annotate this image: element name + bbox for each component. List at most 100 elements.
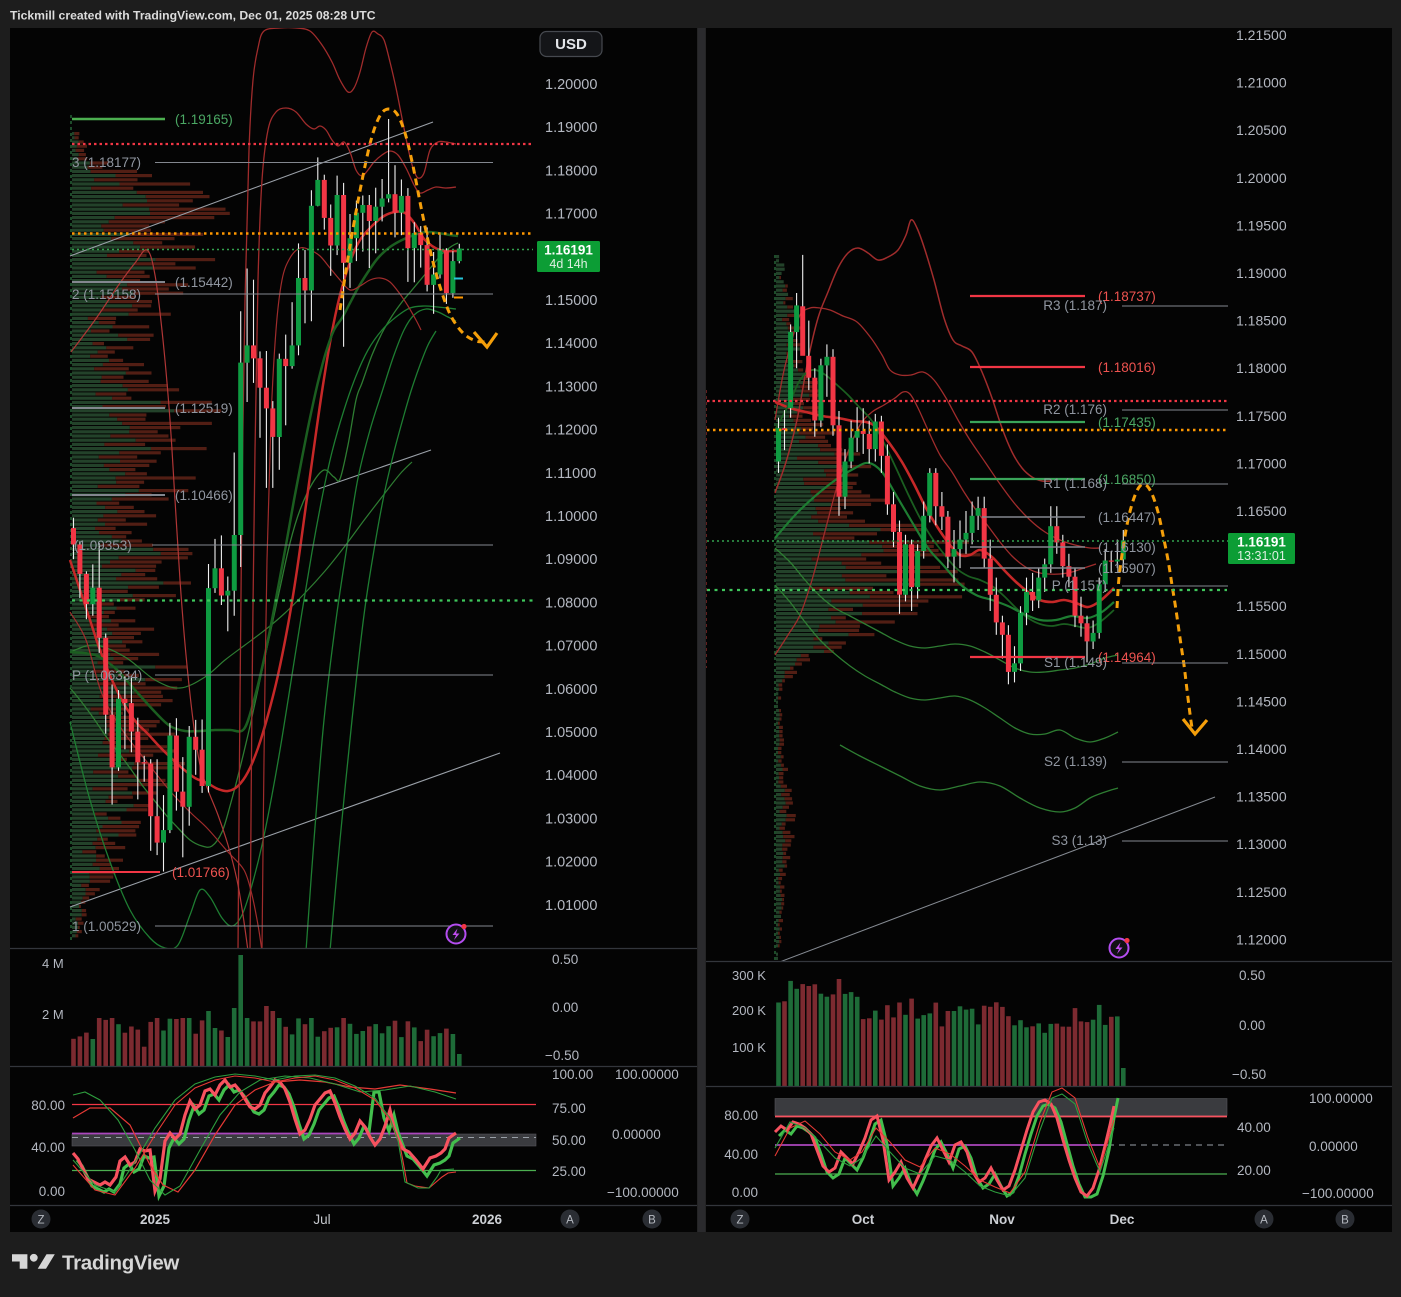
svg-text:2 M: 2 M [42, 1007, 64, 1022]
svg-text:2025: 2025 [140, 1212, 171, 1227]
svg-text:1.13000: 1.13000 [1236, 836, 1287, 852]
svg-text:0.00: 0.00 [39, 1184, 65, 1199]
svg-text:1.14500: 1.14500 [1236, 693, 1287, 709]
svg-text:1.17000: 1.17000 [1236, 455, 1287, 471]
svg-text:1.08000: 1.08000 [545, 595, 597, 611]
svg-text:100.00: 100.00 [552, 1067, 593, 1082]
svg-text:1.20000: 1.20000 [1236, 170, 1287, 186]
svg-text:80.00: 80.00 [31, 1098, 65, 1113]
svg-text:TradingView: TradingView [62, 1252, 179, 1275]
svg-text:40.00: 40.00 [724, 1147, 758, 1162]
svg-text:75.00: 75.00 [552, 1101, 586, 1116]
svg-text:1.19500: 1.19500 [1236, 217, 1287, 233]
svg-text:(1.15442): (1.15442) [175, 275, 233, 290]
svg-text:1.03000: 1.03000 [545, 811, 597, 827]
svg-text:0.00: 0.00 [1239, 1018, 1265, 1033]
svg-text:1.14000: 1.14000 [1236, 741, 1287, 757]
svg-text:1.15000: 1.15000 [1236, 646, 1287, 662]
svg-text:Z: Z [37, 1215, 44, 1227]
svg-text:(1.15907): (1.15907) [1098, 561, 1156, 576]
svg-text:(1.18737): (1.18737) [1098, 289, 1156, 304]
svg-text:R1 (1.168): R1 (1.168) [1043, 476, 1107, 491]
svg-text:200 K: 200 K [732, 1003, 766, 1018]
svg-text:3 (1.18177): 3 (1.18177) [72, 155, 141, 170]
svg-text:300 K: 300 K [732, 968, 766, 983]
svg-text:1 (1.00529): 1 (1.00529) [72, 919, 141, 934]
svg-text:−0.50: −0.50 [545, 1048, 579, 1063]
svg-text:P (1.06334): P (1.06334) [72, 668, 142, 683]
svg-text:0.50: 0.50 [1239, 968, 1265, 983]
svg-text:1.18000: 1.18000 [1236, 360, 1287, 376]
svg-text:1.06000: 1.06000 [545, 682, 597, 698]
svg-text:20.00: 20.00 [1237, 1163, 1271, 1178]
svg-text:40.00: 40.00 [31, 1140, 65, 1155]
svg-text:1.13000: 1.13000 [545, 379, 597, 395]
svg-text:1.18000: 1.18000 [545, 163, 597, 179]
svg-text:B: B [1341, 1215, 1349, 1227]
svg-text:100.00000: 100.00000 [1309, 1091, 1373, 1106]
svg-text:1.02000: 1.02000 [545, 855, 597, 871]
svg-text:(1.12519): (1.12519) [175, 401, 233, 416]
svg-text:(1.19165): (1.19165) [175, 112, 233, 127]
svg-text:13:31:01: 13:31:01 [1237, 549, 1286, 563]
svg-text:Oct: Oct [852, 1212, 875, 1227]
svg-text:R3 (1.187): R3 (1.187) [1043, 298, 1107, 313]
svg-text:Z: Z [736, 1215, 743, 1227]
svg-text:1.20000: 1.20000 [545, 77, 597, 93]
svg-text:B: B [648, 1215, 656, 1227]
svg-text:−0.50: −0.50 [1232, 1067, 1266, 1082]
svg-text:−100.00000: −100.00000 [1302, 1186, 1374, 1201]
svg-text:(1.01766): (1.01766) [172, 865, 230, 880]
svg-text:50.00: 50.00 [552, 1133, 586, 1148]
svg-text:1.16500: 1.16500 [1236, 503, 1287, 519]
svg-text:80.00: 80.00 [724, 1108, 758, 1123]
svg-text:1.12500: 1.12500 [1236, 884, 1287, 900]
svg-text:4 M: 4 M [42, 956, 64, 971]
svg-text:1.14000: 1.14000 [545, 336, 597, 352]
svg-text:1.12000: 1.12000 [1236, 931, 1287, 947]
svg-text:100 K: 100 K [732, 1040, 766, 1055]
svg-text:1.13500: 1.13500 [1236, 789, 1287, 805]
svg-text:0.00000: 0.00000 [1309, 1139, 1358, 1154]
svg-text:(1.16850): (1.16850) [1098, 472, 1156, 487]
svg-text:(1.16130): (1.16130) [1098, 540, 1156, 555]
svg-text:0.00: 0.00 [732, 1185, 758, 1200]
svg-text:25.00: 25.00 [552, 1164, 586, 1179]
svg-text:Jul: Jul [313, 1212, 330, 1227]
svg-text:1.01000: 1.01000 [545, 898, 597, 914]
svg-text:S2 (1.139): S2 (1.139) [1044, 754, 1107, 769]
svg-text:−100.00000: −100.00000 [607, 1185, 679, 1200]
svg-text:40.00: 40.00 [1237, 1120, 1271, 1135]
svg-text:0.50: 0.50 [552, 952, 578, 967]
svg-text:(1.18016): (1.18016) [1098, 360, 1156, 375]
svg-text:1.19000: 1.19000 [1236, 265, 1287, 281]
svg-text:(1.10466): (1.10466) [175, 488, 233, 503]
svg-text:0.00: 0.00 [552, 1000, 578, 1015]
svg-text:1.07000: 1.07000 [545, 639, 597, 655]
svg-text:Tickmill created with TradingV: Tickmill created with TradingView.com, D… [10, 9, 376, 23]
svg-text:1.16191: 1.16191 [1237, 535, 1286, 550]
svg-text:USD: USD [555, 36, 587, 53]
svg-text:Nov: Nov [989, 1212, 1015, 1227]
svg-text:A: A [566, 1215, 574, 1227]
svg-text:1.15000: 1.15000 [545, 293, 597, 309]
svg-text:1.15500: 1.15500 [1236, 598, 1287, 614]
svg-text:1.09000: 1.09000 [545, 552, 597, 568]
svg-text:2 (1.15158): 2 (1.15158) [72, 287, 141, 302]
svg-text:1.20500: 1.20500 [1236, 122, 1287, 138]
svg-text:1.12000: 1.12000 [545, 423, 597, 439]
svg-text:1.21000: 1.21000 [1236, 75, 1287, 91]
svg-text:(1.14964): (1.14964) [1098, 650, 1156, 665]
svg-text:100.00000: 100.00000 [615, 1067, 679, 1082]
svg-text:(1.09353): (1.09353) [74, 538, 132, 553]
svg-text:R2 (1.176): R2 (1.176) [1043, 402, 1107, 417]
svg-text:1.10000: 1.10000 [545, 509, 597, 525]
svg-text:1.17000: 1.17000 [545, 207, 597, 223]
svg-text:1.04000: 1.04000 [545, 768, 597, 784]
svg-text:A: A [1260, 1215, 1268, 1227]
svg-text:(1.16447): (1.16447) [1098, 510, 1156, 525]
svg-text:1.11000: 1.11000 [545, 466, 596, 482]
svg-text:1.16191: 1.16191 [544, 243, 593, 258]
svg-text:(1.17435): (1.17435) [1098, 415, 1156, 430]
svg-text:S3 (1.13): S3 (1.13) [1051, 833, 1107, 848]
